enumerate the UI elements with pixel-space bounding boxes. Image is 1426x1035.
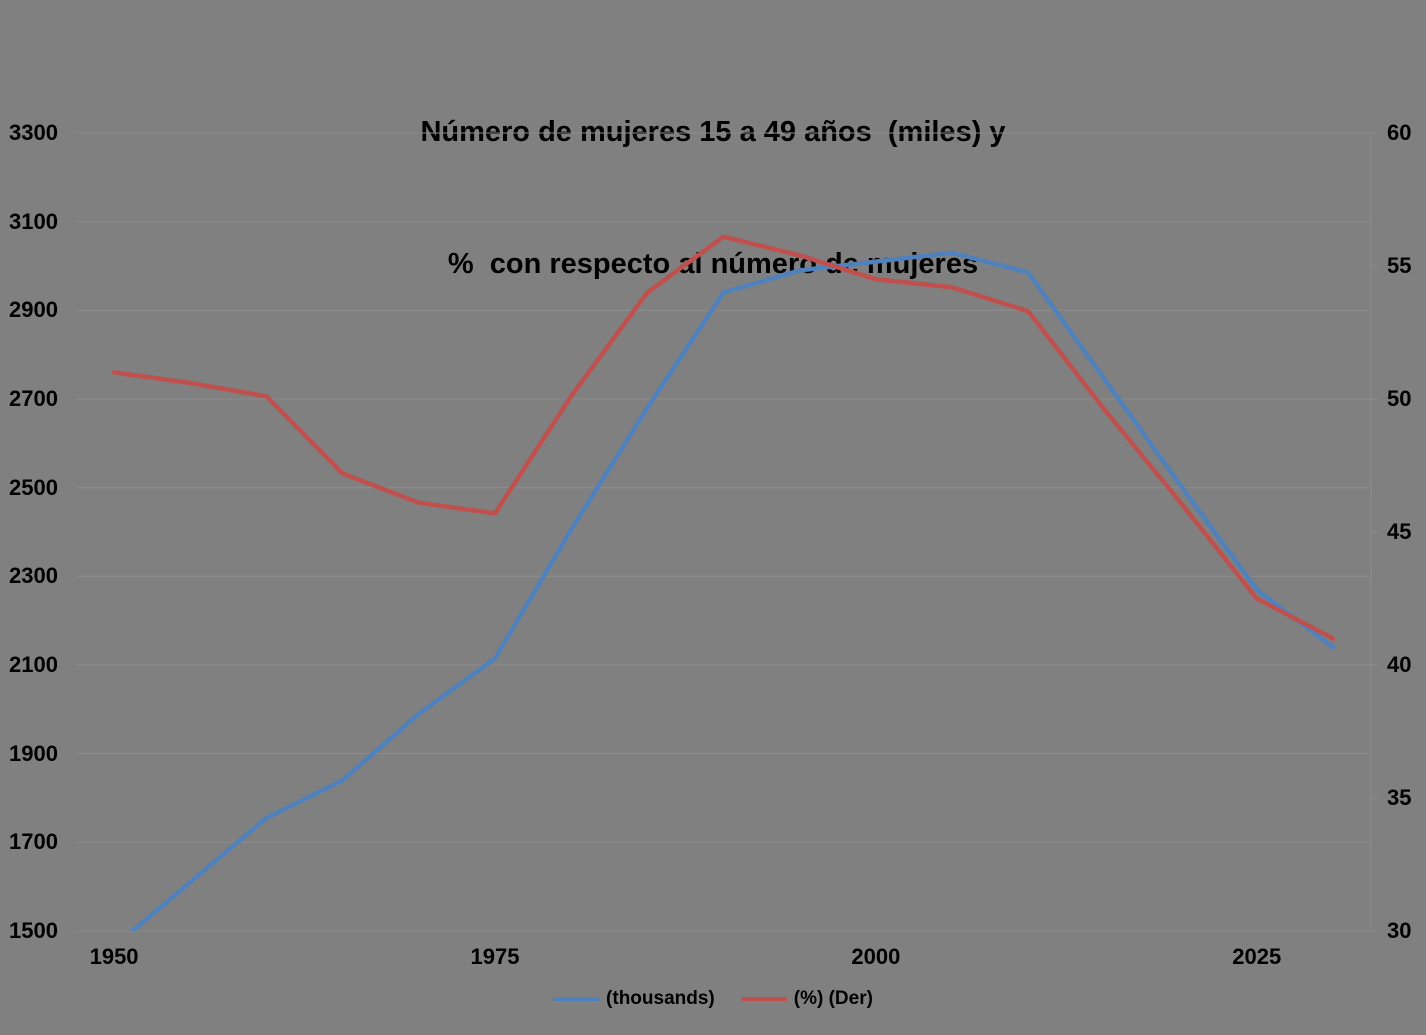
left-axis-tick-label-2700: 2700 (9, 386, 58, 411)
legend-item-thousands[interactable]: (thousands) (553, 988, 715, 1010)
chart-title: Número de mujeres 15 a 49 años (miles) y… (0, 22, 1426, 374)
right-axis-tick-label-50: 50 (1387, 386, 1412, 411)
left-axis-tick-label-1900: 1900 (9, 740, 58, 766)
left-axis-tick-label-1700: 1700 (9, 829, 58, 855)
left-axis-tick-label-2500: 2500 (9, 474, 58, 500)
right-axis-tick-label-45: 45 (1387, 519, 1412, 544)
x-axis-tick-label-2000: 2000 (851, 944, 901, 969)
right-axis-ticks (1371, 132, 1379, 932)
right-axis-tick-label-35: 35 (1387, 785, 1412, 810)
left-axis-tick-label-2300: 2300 (9, 563, 58, 589)
legend-label-thousands: (thousands) (606, 988, 715, 1009)
series-percent-line[interactable] (111, 234, 1336, 641)
gridlines (76, 132, 1371, 932)
legend-line-swatch-thousands (553, 997, 600, 1001)
left-axis-tick-label-3300: 3300 (9, 120, 58, 145)
legend-line-swatch-percent (740, 997, 787, 1001)
legend-label-percent: (%) (Der) (793, 988, 873, 1009)
right-axis-tick-label-40: 40 (1387, 652, 1412, 677)
legend-item-percent[interactable]: (%) (Der) (740, 988, 873, 1010)
left-axis-tick-label-2100: 2100 (9, 652, 58, 677)
chart-title-line1: Número de mujeres 15 a 49 años (miles) y (420, 116, 1006, 148)
x-axis-tick-label-1950: 1950 (89, 944, 139, 969)
x-axis-tick-label-2025: 2025 (1232, 944, 1282, 969)
legend: (thousands) (%) (Der) (0, 988, 1426, 1010)
left-axis-tick-label-2900: 2900 (9, 297, 58, 323)
right-axis-tick-label-30: 30 (1387, 918, 1412, 943)
series-thousands-line[interactable] (114, 250, 1336, 947)
x-axis-tick-label-1975: 1975 (470, 944, 520, 969)
left-axis-tick-label-3100: 3100 (9, 208, 58, 234)
left-axis-tick-label-1500: 1500 (9, 918, 58, 943)
right-axis-tick-label-55: 55 (1387, 253, 1412, 278)
right-axis-tick-label-60: 60 (1387, 120, 1412, 145)
